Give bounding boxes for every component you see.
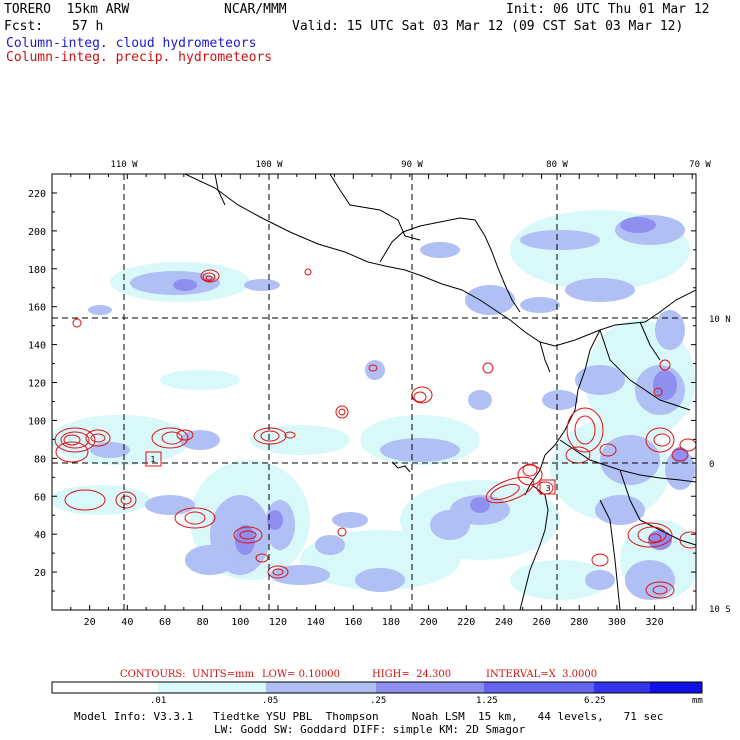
x-tick-label-100: 100 bbox=[231, 617, 249, 628]
lon-label-110w: 110 W bbox=[110, 160, 138, 170]
x-tick-label-60: 60 bbox=[159, 617, 171, 628]
colorbar-segment bbox=[52, 682, 158, 693]
y-tick-label-80: 80 bbox=[34, 454, 46, 465]
x-tick-label-180: 180 bbox=[382, 617, 400, 628]
x-tick-label-320: 320 bbox=[646, 617, 664, 628]
x-tick-label-200: 200 bbox=[420, 617, 438, 628]
x-tick-label-20: 20 bbox=[84, 617, 96, 628]
x-tick-label-220: 220 bbox=[457, 617, 475, 628]
station-label-3: 3 bbox=[545, 484, 550, 493]
colorbar-segment bbox=[484, 682, 594, 693]
y-tick-label-180: 180 bbox=[28, 265, 46, 276]
colorbar-label-3: 1.25 bbox=[476, 696, 498, 706]
lon-label-90w: 90 W bbox=[401, 160, 423, 170]
valid-time: Valid: 15 UTC Sat 03 Mar 12 (09 CST Sat … bbox=[292, 19, 684, 34]
x-tick-label-300: 300 bbox=[608, 617, 626, 628]
x-tick-label-240: 240 bbox=[495, 617, 513, 628]
y-tick-label-20: 20 bbox=[34, 568, 46, 579]
y-tick-label-220: 220 bbox=[28, 189, 46, 200]
lon-label-80w: 80 W bbox=[546, 160, 568, 170]
x-tick-label-120: 120 bbox=[269, 617, 287, 628]
y-tick-label-60: 60 bbox=[34, 492, 46, 503]
lon-label-70w: 70 W bbox=[689, 160, 711, 170]
forecast-hour: 57 h bbox=[72, 19, 104, 34]
lon-label-100w: 100 W bbox=[255, 160, 283, 170]
organization-label: NCAR/MMM bbox=[224, 2, 287, 17]
model-info-line2: LW: Godd SW: Goddard DIFF: simple KM: 2D… bbox=[214, 723, 526, 736]
cloud-shading-layer bbox=[52, 210, 696, 600]
x-tick-label-280: 280 bbox=[570, 617, 588, 628]
colorbar-segment bbox=[266, 682, 376, 693]
lat-lon-grid bbox=[52, 174, 696, 610]
y-tick-label-200: 200 bbox=[28, 227, 46, 238]
colorbar-unit: mm bbox=[692, 696, 703, 706]
plot-frame bbox=[51, 173, 697, 611]
forecast-label: Fcst: bbox=[4, 19, 44, 34]
model-title: TORERO 15km ARW bbox=[4, 2, 130, 17]
colorbar-label-4: 6.25 bbox=[584, 696, 606, 706]
y-tick-label-120: 120 bbox=[28, 379, 46, 390]
contours-high: HIGH= 24.300 bbox=[372, 669, 452, 680]
x-tick-label-140: 140 bbox=[307, 617, 325, 628]
x-tick-label-80: 80 bbox=[197, 617, 209, 628]
lat-label-0: 0 bbox=[709, 460, 714, 470]
init-time: Init: 06 UTC Thu 01 Mar 12 bbox=[506, 2, 710, 17]
y-tick-label-40: 40 bbox=[34, 530, 46, 541]
colorbar-segment bbox=[376, 682, 484, 693]
station-markers bbox=[145, 451, 556, 495]
lat-label-10s: 10 S bbox=[709, 605, 731, 615]
x-tick-label-40: 40 bbox=[121, 617, 133, 628]
coastlines bbox=[184, 174, 696, 610]
legend-precip-hydrometeors: Column-integ. precip. hydrometeors bbox=[6, 50, 273, 65]
colorbar-segment bbox=[158, 682, 266, 693]
colorbar-segment bbox=[650, 682, 702, 693]
colorbar-label-1: .05 bbox=[262, 696, 279, 706]
contours-units: UNITS=mm bbox=[192, 669, 254, 680]
colorbar-label-2: .25 bbox=[370, 696, 387, 706]
lat-label-10n: 10 N bbox=[709, 315, 731, 325]
y-tick-label-100: 100 bbox=[28, 416, 46, 427]
x-tick-label-260: 260 bbox=[533, 617, 551, 628]
y-tick-label-140: 140 bbox=[28, 341, 46, 352]
contours-low: LOW= 0.10000 bbox=[262, 669, 341, 680]
colorbar bbox=[52, 682, 702, 693]
contours-interval: INTERVAL=X 3.0000 bbox=[486, 669, 598, 680]
contours-label: CONTOURS: bbox=[120, 669, 186, 680]
colorbar-segment bbox=[594, 682, 650, 693]
model-info-line1: Model Info: V3.3.1 Tiedtke YSU PBL Thomp… bbox=[74, 710, 664, 723]
colorbar-label-0: .01 bbox=[150, 696, 167, 706]
station-label-1: 1 bbox=[150, 455, 155, 464]
precip-contours bbox=[54, 268, 696, 599]
x-tick-label-160: 160 bbox=[344, 617, 362, 628]
y-tick-label-160: 160 bbox=[28, 303, 46, 314]
legend-cloud-hydrometeors: Column-integ. cloud hydrometeors bbox=[6, 36, 257, 51]
